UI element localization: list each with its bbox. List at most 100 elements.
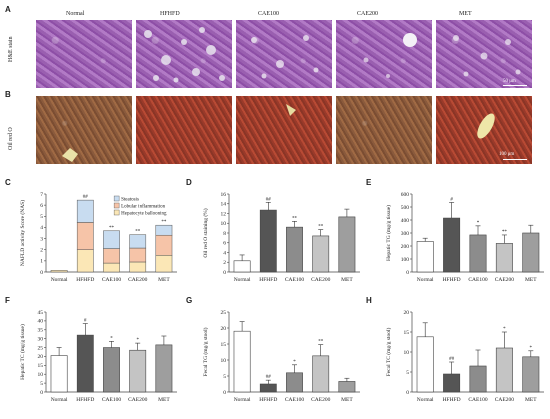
significance-label: * (477, 221, 480, 226)
micro-oro-hfhfd (136, 96, 232, 164)
y-tick-label: 15 (38, 363, 44, 369)
bar (259, 209, 277, 273)
x-tick-label: HFHFD (443, 397, 461, 403)
x-tick-label: CAE100 (285, 277, 305, 283)
y-tick-label: 4 (40, 225, 43, 231)
bar (233, 260, 251, 273)
header-met: MET (459, 11, 472, 17)
x-tick-label: HFHFD (76, 397, 94, 403)
y-tick-label: 5 (40, 214, 43, 220)
row-label-he: H&E stain (8, 36, 14, 63)
significance-label: * (530, 346, 533, 351)
y-tick-label: 16 (221, 192, 227, 198)
y-tick-label: 20 (404, 310, 410, 316)
y-tick-label: 1 (40, 259, 43, 265)
row-label-oil: Oil red O (8, 127, 14, 150)
significance-label: ** (161, 220, 167, 225)
significance-label: ** (292, 216, 298, 221)
significance-label: ## (266, 197, 272, 202)
significance-label: # (450, 197, 453, 202)
bar (76, 334, 94, 393)
y-axis-label: Hepatic TC (mg/g tissue) (19, 324, 26, 380)
x-tick-label: CAE100 (468, 277, 488, 283)
significance-label: * (110, 336, 113, 341)
bar-segment (50, 270, 68, 273)
y-axis-label: Oil red O staining (%) (202, 208, 209, 257)
x-tick-label: HFHFD (443, 277, 461, 283)
scale-bar-label-a: 50 μm (503, 79, 516, 84)
bar (469, 365, 487, 393)
x-tick-label: MET (158, 397, 170, 403)
bar (495, 347, 513, 393)
bar (416, 336, 434, 393)
x-tick-label: Normal (417, 277, 434, 283)
header-cae200: CAE200 (357, 11, 378, 17)
y-tick-label: 2 (223, 260, 226, 266)
y-tick-label: 3 (40, 236, 43, 242)
panel-letter-h: H (366, 296, 372, 305)
bar (338, 381, 356, 393)
bar (155, 344, 173, 393)
bar (495, 243, 513, 273)
micro-he-met (436, 20, 532, 88)
bar-segment (129, 234, 147, 249)
x-tick-label: Normal (51, 397, 68, 403)
significance-label: ** (109, 226, 115, 231)
micro-oro-cae100 (236, 96, 332, 164)
bar (259, 383, 277, 393)
x-tick-label: CAE100 (102, 277, 122, 283)
chart-oil-red-o: 0 2 4 6 8 10 12 14 16 Oil red O staining (%) Norma… (202, 192, 360, 283)
micro-oro-normal (36, 96, 132, 164)
significance-label: ## (266, 375, 272, 380)
y-tick-label: 20 (38, 354, 44, 360)
y-tick-label: 5 (406, 370, 409, 376)
x-tick-label: CAE100 (285, 397, 305, 403)
legend-swatch (113, 202, 120, 209)
chart-fecal-tg: 0 5 10 15 20 25 Fecal TG (mg/g stool) Normal HFH… (202, 310, 360, 403)
panel-letter-d: D (186, 178, 192, 187)
bar (312, 235, 330, 273)
panel-letter-f: F (5, 296, 10, 305)
x-tick-label: MET (525, 277, 537, 283)
significance-label: ## (449, 357, 455, 362)
y-axis-label: NAFLD activity Score (NAS) (19, 200, 26, 266)
bar (129, 349, 147, 393)
bar (416, 241, 434, 273)
x-tick-label: MET (158, 277, 170, 283)
y-tick-label: 40 (38, 319, 44, 325)
panel-letter-c: C (5, 178, 11, 187)
y-tick-label: 15 (221, 342, 227, 348)
scale-bar-label-b: 100 μm (499, 152, 515, 157)
y-tick-label: 10 (404, 350, 410, 356)
chart-hepatic-tg: 0 100 200 300 400 500 600 Hepatic TG (mg/g tiss… (385, 192, 544, 283)
y-tick-label: 2 (40, 248, 43, 254)
header-normal: Normal (66, 11, 85, 17)
bar (522, 356, 540, 393)
x-tick-label: MET (341, 397, 353, 403)
y-tick-label: 25 (221, 310, 227, 316)
x-tick-label: CAE200 (495, 397, 515, 403)
y-tick-label: 30 (38, 336, 44, 342)
significance-label: ** (318, 225, 324, 230)
significance-label: ** (502, 230, 508, 235)
y-axis-label: Fecal TG (mg/g stool) (202, 327, 209, 376)
bar (469, 234, 487, 273)
significance-label: ** (318, 340, 324, 345)
bar (312, 355, 330, 393)
y-tick-label: 25 (38, 345, 44, 351)
bar (286, 372, 303, 393)
significance-label: * (503, 327, 506, 332)
y-axis-label: Fecal TC (mg/g stool) (385, 328, 392, 377)
bar (443, 217, 461, 273)
bar (443, 373, 461, 393)
micro-he-hfhfd (136, 20, 232, 88)
y-tick-label: 0 (406, 270, 409, 276)
y-tick-label: 0 (40, 270, 43, 276)
x-tick-label: CAE200 (128, 397, 148, 403)
bar-segment (129, 261, 147, 273)
micro-he-cae200 (336, 20, 432, 88)
bar-segment (76, 199, 94, 223)
y-tick-label: 300 (401, 231, 410, 237)
y-tick-label: 10 (38, 372, 44, 378)
y-tick-label: 8 (223, 231, 226, 237)
